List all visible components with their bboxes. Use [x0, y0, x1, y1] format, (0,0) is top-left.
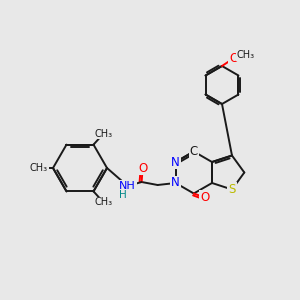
Text: S: S — [228, 183, 236, 196]
Text: O: O — [138, 161, 147, 175]
Text: NH: NH — [119, 181, 136, 191]
Text: N: N — [171, 155, 180, 169]
Text: H: H — [119, 190, 127, 200]
Text: CH₃: CH₃ — [94, 129, 112, 139]
Text: CH₃: CH₃ — [30, 163, 48, 173]
Text: O: O — [200, 191, 209, 204]
Text: N: N — [171, 176, 180, 190]
Text: CH₃: CH₃ — [237, 50, 255, 60]
Text: C: C — [190, 145, 198, 158]
Text: O: O — [230, 52, 238, 64]
Text: CH₃: CH₃ — [94, 197, 112, 207]
